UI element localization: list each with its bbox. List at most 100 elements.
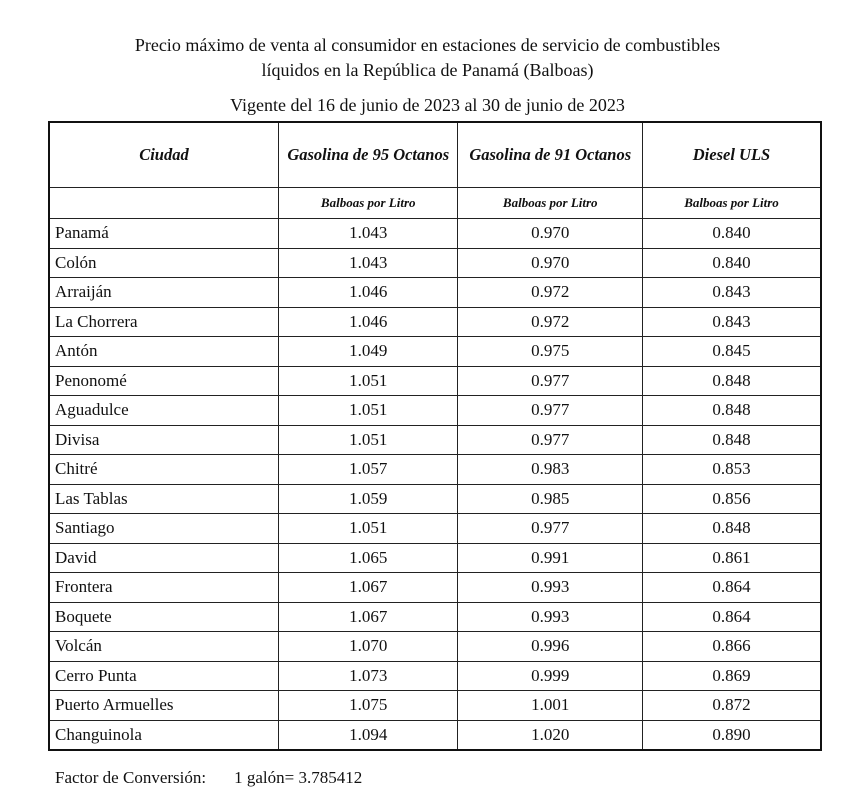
header-city: Ciudad [48, 121, 279, 188]
cell-diesel: 0.848 [642, 424, 822, 455]
cell-city: Antón [48, 336, 279, 367]
cell-diesel: 0.890 [642, 719, 822, 751]
cell-city: Colón [48, 247, 279, 278]
unit-gas95: Balboas por Litro [277, 187, 459, 219]
table-row: Aguadulce 1.051 0.977 0.848 [48, 395, 822, 426]
cell-gas95: 1.043 [277, 218, 459, 249]
cell-gas95: 1.094 [277, 719, 459, 751]
cell-gas95: 1.059 [277, 483, 459, 514]
cell-gas95: 1.049 [277, 336, 459, 367]
cell-city: Frontera [48, 572, 279, 603]
cell-gas91: 0.996 [457, 631, 643, 662]
cell-diesel: 0.843 [642, 277, 822, 308]
title-line-1: Precio máximo de venta al consumidor en … [134, 35, 721, 55]
cell-diesel: 0.845 [642, 336, 822, 367]
table-row: Arraiján 1.046 0.972 0.843 [48, 277, 822, 308]
cell-gas95: 1.043 [277, 247, 459, 278]
table-row: Penonomé 1.051 0.977 0.848 [48, 365, 822, 396]
cell-diesel: 0.856 [642, 483, 822, 514]
conversion-value: 1 galón= 3.785412 [234, 768, 363, 787]
cell-diesel: 0.864 [642, 601, 822, 632]
table-row: Puerto Armuelles 1.075 1.001 0.872 [48, 690, 822, 721]
cell-gas91: 0.977 [457, 513, 643, 544]
cell-gas91: 0.977 [457, 365, 643, 396]
cell-city: Panamá [48, 218, 279, 249]
cell-city: La Chorrera [48, 306, 279, 337]
cell-gas91: 0.991 [457, 542, 643, 573]
cell-diesel: 0.853 [642, 454, 822, 485]
cell-gas91: 0.993 [457, 572, 643, 603]
cell-gas91: 0.999 [457, 660, 643, 691]
cell-diesel: 0.843 [642, 306, 822, 337]
cell-gas91: 0.977 [457, 395, 643, 426]
cell-city: Aguadulce [48, 395, 279, 426]
cell-diesel: 0.840 [642, 218, 822, 249]
table-row: Colón 1.043 0.970 0.840 [48, 247, 822, 278]
header-gas91: Gasolina de 91 Octanos [457, 121, 643, 188]
cell-diesel: 0.848 [642, 513, 822, 544]
cell-gas95: 1.051 [277, 395, 459, 426]
cell-gas95: 1.046 [277, 277, 459, 308]
cell-gas95: 1.046 [277, 306, 459, 337]
cell-city: Changuinola [48, 719, 279, 751]
unit-gas91: Balboas por Litro [457, 187, 643, 219]
cell-diesel: 0.848 [642, 365, 822, 396]
table-row: Boquete 1.067 0.993 0.864 [48, 601, 822, 632]
unit-city [48, 187, 279, 219]
table-row: Chitré 1.057 0.983 0.853 [48, 454, 822, 485]
table-row: Cerro Punta 1.073 0.999 0.869 [48, 660, 822, 691]
title-line-2: líquidos en la República de Panamá (Balb… [261, 60, 594, 80]
fuel-price-table: Ciudad Gasolina de 95 Octanos Gasolina d… [48, 121, 822, 751]
cell-gas95: 1.051 [277, 365, 459, 396]
cell-gas91: 0.977 [457, 424, 643, 455]
cell-city: Divisa [48, 424, 279, 455]
header-gas95: Gasolina de 95 Octanos [277, 121, 459, 188]
cell-city: Volcán [48, 631, 279, 662]
cell-diesel: 0.864 [642, 572, 822, 603]
cell-city: Las Tablas [48, 483, 279, 514]
cell-gas95: 1.065 [277, 542, 459, 573]
table-row: David 1.065 0.991 0.861 [48, 542, 822, 573]
cell-gas95: 1.057 [277, 454, 459, 485]
cell-city: David [48, 542, 279, 573]
cell-gas91: 0.983 [457, 454, 643, 485]
cell-city: Chitré [48, 454, 279, 485]
cell-diesel: 0.869 [642, 660, 822, 691]
validity-period: Vigente del 16 de junio de 2023 al 30 de… [230, 95, 625, 115]
cell-gas91: 0.972 [457, 306, 643, 337]
cell-city: Santiago [48, 513, 279, 544]
cell-gas91: 0.970 [457, 218, 643, 249]
cell-diesel: 0.848 [642, 395, 822, 426]
table-row: Frontera 1.067 0.993 0.864 [48, 572, 822, 603]
cell-gas95: 1.051 [277, 513, 459, 544]
cell-diesel: 0.840 [642, 247, 822, 278]
table-row: Volcán 1.070 0.996 0.866 [48, 631, 822, 662]
conversion-factor: Factor de Conversión: 1 galón= 3.785412 [55, 768, 390, 788]
cell-city: Arraiján [48, 277, 279, 308]
cell-gas91: 0.993 [457, 601, 643, 632]
cell-city: Penonomé [48, 365, 279, 396]
cell-gas91: 0.985 [457, 483, 643, 514]
cell-diesel: 0.872 [642, 690, 822, 721]
table-row: Divisa 1.051 0.977 0.848 [48, 424, 822, 455]
cell-city: Cerro Punta [48, 660, 279, 691]
cell-gas95: 1.067 [277, 572, 459, 603]
cell-gas95: 1.073 [277, 660, 459, 691]
cell-gas95: 1.051 [277, 424, 459, 455]
table-row: La Chorrera 1.046 0.972 0.843 [48, 306, 822, 337]
header-row: Ciudad Gasolina de 95 Octanos Gasolina d… [48, 121, 822, 188]
table-row: Changuinola 1.094 1.020 0.890 [48, 719, 822, 751]
cell-gas95: 1.070 [277, 631, 459, 662]
cell-diesel: 0.866 [642, 631, 822, 662]
cell-gas91: 0.970 [457, 247, 643, 278]
cell-gas95: 1.075 [277, 690, 459, 721]
cell-gas91: 0.975 [457, 336, 643, 367]
cell-diesel: 0.861 [642, 542, 822, 573]
cell-gas95: 1.067 [277, 601, 459, 632]
unit-diesel: Balboas por Litro [642, 187, 822, 219]
table-row: Antón 1.049 0.975 0.845 [48, 336, 822, 367]
header-diesel: Diesel ULS [642, 121, 822, 188]
table-row: Las Tablas 1.059 0.985 0.856 [48, 483, 822, 514]
cell-city: Boquete [48, 601, 279, 632]
cell-city: Puerto Armuelles [48, 690, 279, 721]
